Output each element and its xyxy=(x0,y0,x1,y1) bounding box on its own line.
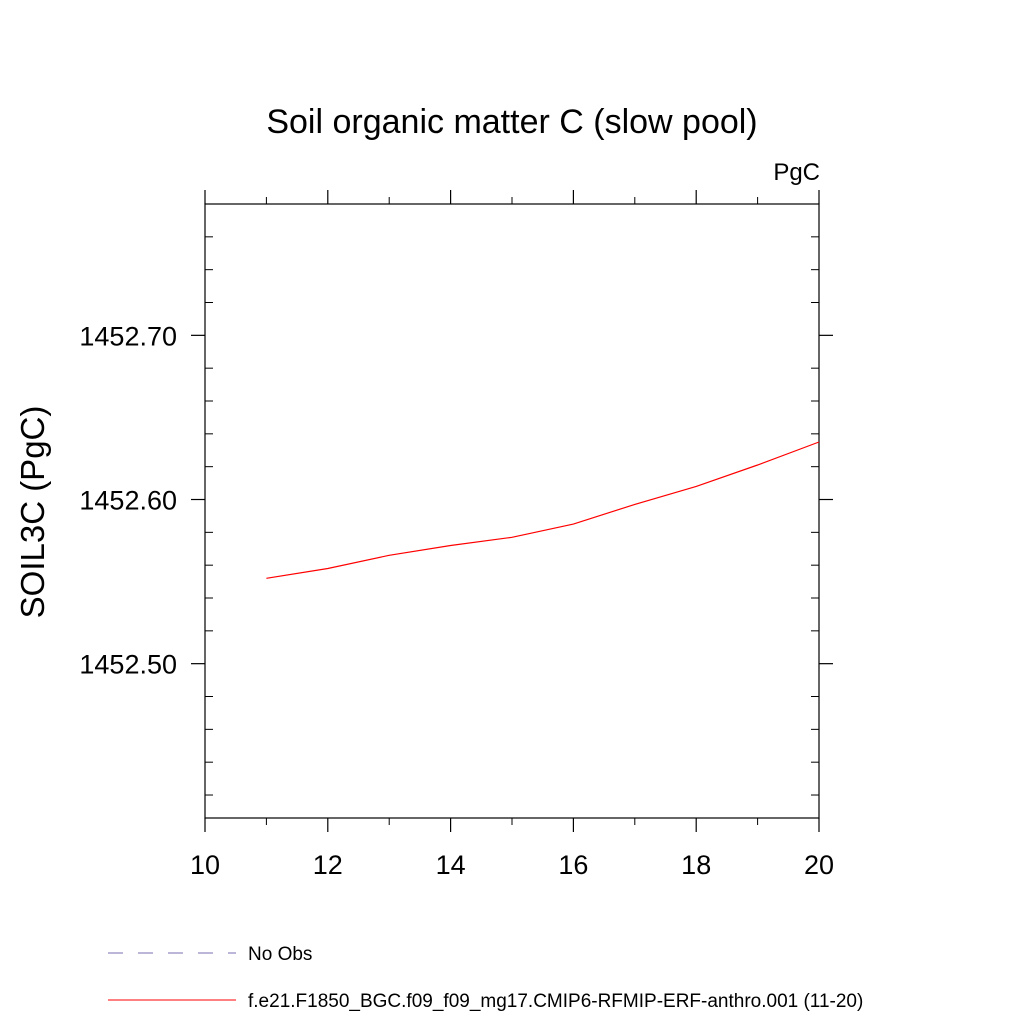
x-tick-label: 18 xyxy=(681,850,711,880)
x-axis-ticks: 10 12 14 16 18 20 xyxy=(190,190,834,880)
series-line xyxy=(266,441,820,579)
y-tick-label: 1452.70 xyxy=(79,321,177,351)
legend: No Obs f.e21.F1850_BGC.f09_f09_mg17.CMIP6… xyxy=(108,944,863,1012)
x-tick-label: 10 xyxy=(190,850,220,880)
legend-label: No Obs xyxy=(248,944,312,965)
y-axis-label: SOIL3C (PgC) xyxy=(14,406,51,619)
y-tick-label: 1452.60 xyxy=(79,486,177,516)
legend-label: f.e21.F1850_BGC.f09_f09_mg17.CMIP6-RFMIP… xyxy=(248,991,863,1012)
units-label: PgC xyxy=(773,159,820,186)
x-tick-label: 20 xyxy=(804,850,834,880)
x-tick-label: 16 xyxy=(558,850,588,880)
series-layer xyxy=(266,441,820,579)
x-tick-label: 12 xyxy=(313,850,343,880)
plot-frame xyxy=(204,203,820,819)
x-tick-label: 14 xyxy=(436,850,466,880)
chart-title: Soil organic matter C (slow pool) xyxy=(266,103,757,141)
y-tick-label: 1452.50 xyxy=(79,650,177,680)
y-axis-ticks: 1452.50 1452.60 1452.70 xyxy=(79,203,833,796)
